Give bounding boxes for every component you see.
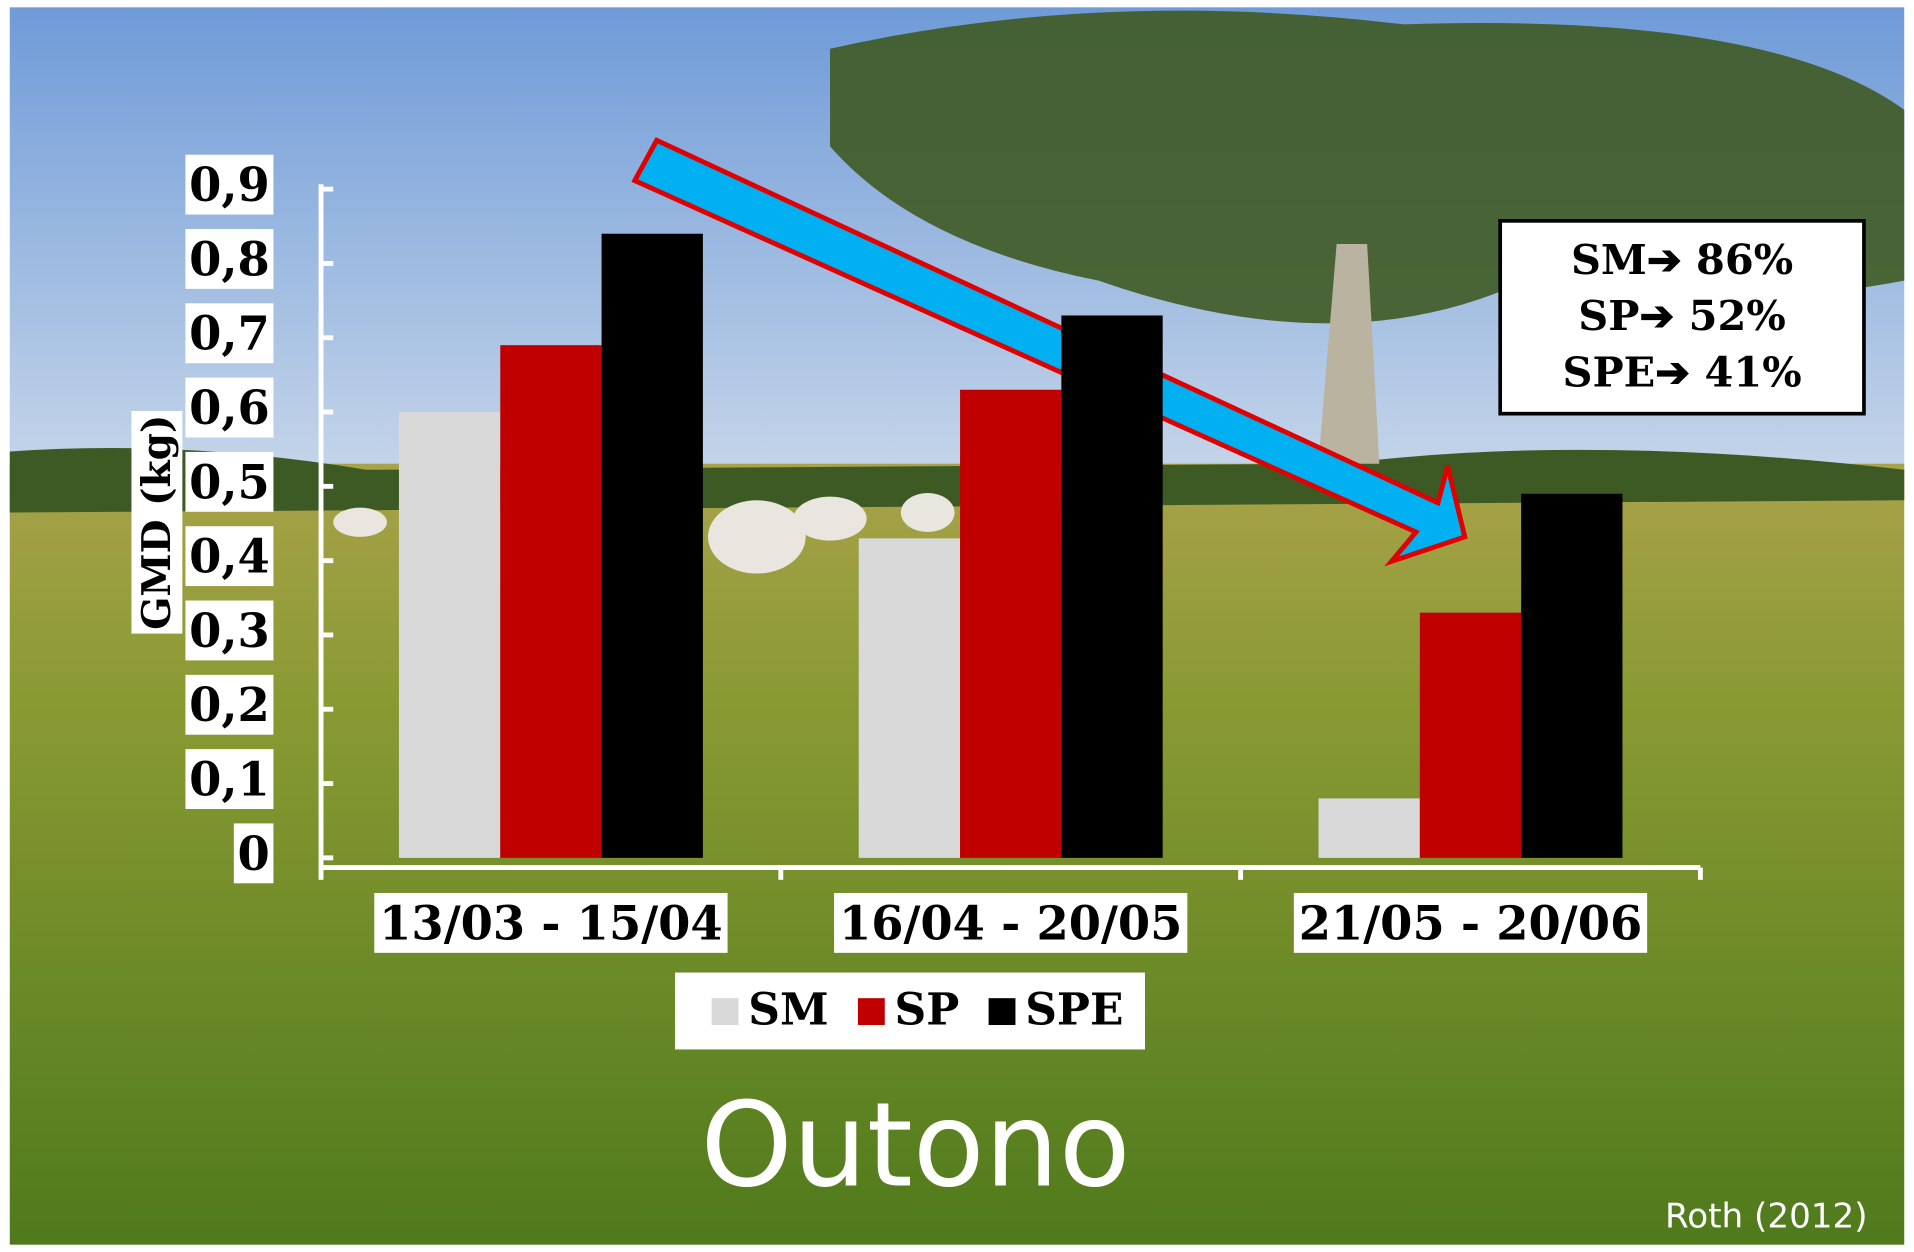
y-tick-label-bg	[185, 377, 274, 438]
y-tick-label: 0,9	[189, 157, 270, 212]
y-tick-label-bg	[185, 600, 274, 661]
y-tick-label: 0,2	[189, 677, 270, 732]
annotation: SM➔ 86%	[1571, 235, 1793, 284]
y-tick-label-bg	[185, 749, 274, 809]
bar	[601, 233, 703, 858]
cattle	[333, 492, 955, 574]
y-tick-label: 0,1	[189, 752, 270, 807]
x-tick-label-bg	[374, 892, 728, 953]
y-axis-label-group: GMD (kg)	[131, 410, 183, 634]
legend-label: SP	[895, 984, 960, 1035]
bar	[398, 412, 501, 858]
y-tick-label-bg	[185, 674, 274, 735]
y-tick-label: 0,3	[189, 603, 270, 658]
annotation: SPE➔ 41%	[1562, 347, 1801, 396]
legend-swatch	[711, 998, 739, 1026]
annotation: SP➔ 52%	[1578, 291, 1786, 340]
bar	[1318, 798, 1420, 858]
y-tick-label-bg	[233, 823, 274, 884]
legend-label: SM	[748, 984, 828, 1035]
x-tick-label: 16/04 - 20/05	[839, 895, 1183, 950]
annotation-box	[1498, 219, 1866, 416]
chart: 13/03 - 15/04 16/04 - 20/05 21/05 - 20/06 0…	[131, 154, 1703, 1050]
y-tick-label: 0	[237, 826, 269, 881]
bar	[1521, 493, 1623, 858]
trend-arrow	[631, 137, 1468, 567]
y-tick-label-bg	[185, 229, 274, 289]
y-axis-label: GMD (kg)	[134, 415, 180, 630]
legend-label: SPE	[1025, 984, 1123, 1035]
y-tick-label-bg	[185, 526, 274, 587]
source: Roth (2012)	[1665, 1196, 1868, 1236]
y-axis-label-bg	[131, 410, 183, 634]
x-tick-label: 13/03 - 15/04	[379, 895, 723, 950]
x-tick-label: 21/05 - 20/06	[1299, 895, 1643, 950]
tree-trunk	[1318, 244, 1380, 464]
x-tick-label-bg	[834, 892, 1188, 953]
y-tick-label: 0,5	[189, 454, 270, 509]
y-tick-label-bg	[185, 154, 274, 215]
bar	[960, 389, 1062, 858]
bar	[858, 538, 961, 858]
y-tick-label: 0,4	[189, 529, 270, 584]
y-tick-label: 0,7	[189, 306, 270, 361]
bar	[1061, 315, 1163, 858]
legend-swatch	[988, 998, 1016, 1026]
y-tick-label: 0,6	[189, 380, 270, 435]
legend-swatch	[857, 998, 885, 1026]
legend-bg	[675, 972, 1145, 1050]
slide-title: Outono	[700, 1076, 1130, 1213]
y-tick-label: 0,8	[189, 231, 270, 286]
y-tick-label-bg	[185, 451, 274, 512]
x-tick-label-bg	[1293, 892, 1648, 953]
y-tick-label-bg	[185, 303, 274, 364]
bar	[500, 345, 602, 858]
bar	[1419, 612, 1522, 858]
